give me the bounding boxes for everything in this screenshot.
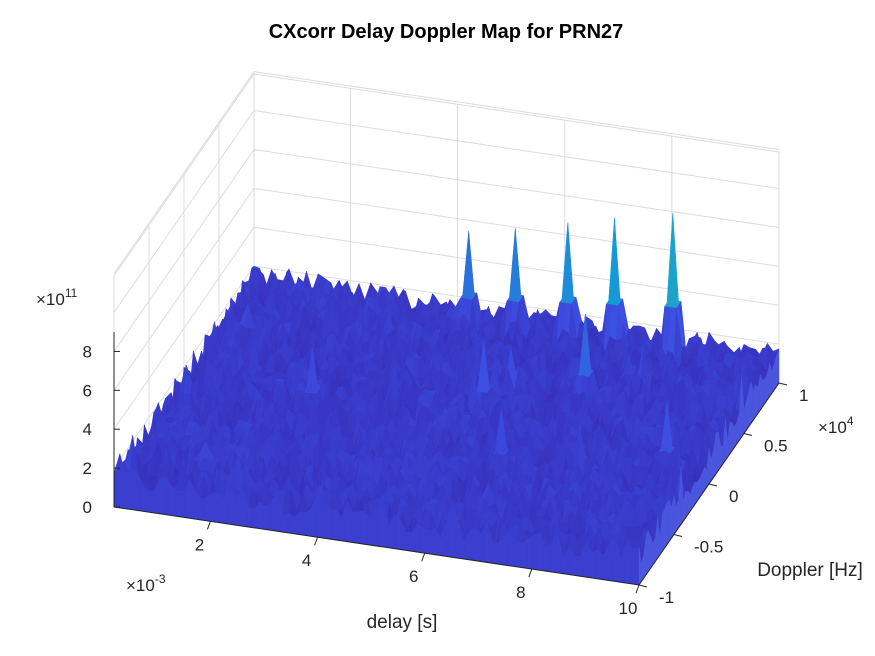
surface-plot: [113, 213, 780, 586]
y-tick-label: 0.5: [764, 437, 788, 456]
x-tick-label: 4: [302, 551, 311, 570]
y-tick-label: -0.5: [694, 538, 723, 557]
x-tick-label: 2: [195, 535, 204, 554]
z-axis-ticks: 0 2 4 6 8: [83, 342, 120, 517]
y-axis-label: Doppler [Hz]: [757, 560, 863, 581]
z-tick-label: 6: [83, 381, 92, 400]
x-axis-multiplier: ×10-3: [126, 572, 166, 595]
x-tick-label: 10: [619, 599, 638, 618]
x-tick-label: 8: [516, 583, 525, 602]
z-axis-multiplier: ×1011: [36, 286, 78, 309]
y-axis-ticks: -1 -0.5 0 0.5 1: [638, 382, 808, 607]
y-tick-label: 1: [799, 386, 808, 405]
z-tick-label: 4: [83, 420, 92, 439]
y-tick-label: -1: [659, 588, 674, 607]
y-axis-multiplier: ×104: [818, 414, 854, 437]
x-axis-label: delay [s]: [367, 612, 438, 633]
chart-title: CXcorr Delay Doppler Map for PRN27: [269, 21, 624, 43]
y-tick-label: 0: [729, 487, 738, 506]
z-tick-label: 2: [83, 459, 92, 478]
x-axis-ticks: 2 4 6 8 10: [195, 521, 640, 618]
z-tick-label: 0: [83, 498, 92, 517]
z-tick-label: 8: [83, 342, 92, 361]
x-tick-label: 6: [409, 567, 418, 586]
